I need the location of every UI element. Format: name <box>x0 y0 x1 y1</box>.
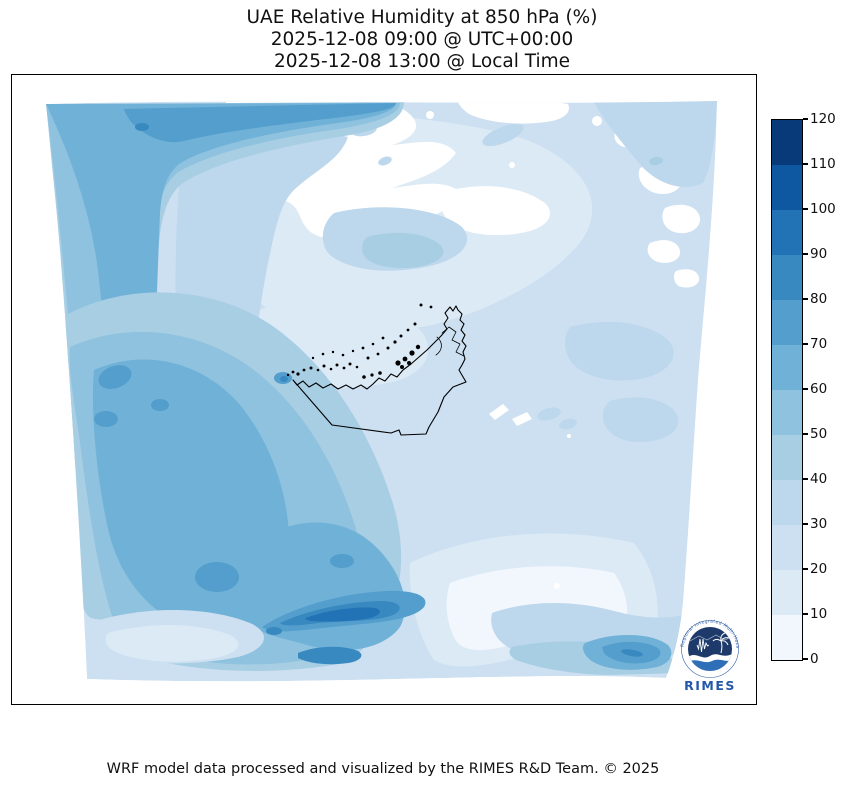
colorbar-segment <box>772 255 802 300</box>
footer-credit: WRF model data processed and visualized … <box>106 761 660 777</box>
colorbar-segment <box>772 390 802 435</box>
colorbar-tick-label: 0 <box>810 650 819 667</box>
bottom-left-pale-bands <box>92 609 264 664</box>
colorbar-tick-label: 30 <box>810 515 828 532</box>
high-rh-spots <box>94 365 354 592</box>
colorbar-tick-mark <box>802 388 808 390</box>
colorbar-segment <box>772 120 802 165</box>
colorbar-tick-label: 100 <box>810 200 836 217</box>
colorbar-segment <box>772 615 802 660</box>
east-side-patches <box>489 321 679 443</box>
bottom-dark-streaks <box>262 590 426 665</box>
colorbar-tick-mark <box>802 658 808 660</box>
colorbar-segment <box>772 345 802 390</box>
colorbar-tick-label: 80 <box>810 290 828 307</box>
colorbar-tick-mark <box>802 478 808 480</box>
bottom-right-streak <box>582 634 672 670</box>
colorbar-tick-mark <box>802 208 808 210</box>
colorbar-segment <box>772 435 802 480</box>
colorbar-tick-label: 70 <box>810 335 828 352</box>
colorbar-tick-label: 40 <box>810 470 828 487</box>
chart-subtitle-local: 2025-12-08 13:00 @ Local Time <box>273 51 571 72</box>
title-block: UAE Relative Humidity at 850 hPa (%) 202… <box>0 7 844 73</box>
colorbar-tick-mark <box>802 523 808 525</box>
colorbar-tick-label: 90 <box>810 245 828 262</box>
chart-title: UAE Relative Humidity at 850 hPa (%) <box>246 7 598 28</box>
colorbar-tick-mark <box>802 118 808 120</box>
colorbar-tick-mark <box>802 163 808 165</box>
southwest-moist-region <box>64 292 405 671</box>
colorbar-segment <box>772 300 802 345</box>
colorbar-segment <box>772 210 802 255</box>
colorbar-tick-label: 20 <box>810 560 828 577</box>
uae-boundary-outline <box>292 305 467 436</box>
colorbar-tick-mark <box>802 433 808 435</box>
colorbar-tick-label: 50 <box>810 425 828 442</box>
colorbar-tick-label: 110 <box>810 155 836 172</box>
colorbar-tick-mark <box>802 298 808 300</box>
colorbar-tick-label: 60 <box>810 380 828 397</box>
colorbar-segment <box>772 480 802 525</box>
colorbar-segment <box>772 570 802 615</box>
southeast-dry-wedge <box>409 434 698 675</box>
colorbar-tick-mark <box>802 613 808 615</box>
colorbar <box>771 119 803 661</box>
humidity-map: Regional Integrated Multi-Hazard Early W… <box>46 101 741 693</box>
palm-tree-icon <box>712 632 730 654</box>
map-frame: Regional Integrated Multi-Hazard Early W… <box>11 74 757 705</box>
logo-wordmark: RIMES <box>684 678 736 693</box>
colorbar-segment <box>772 525 802 570</box>
chart-subtitle-utc: 2025-12-08 09:00 @ UTC+00:00 <box>270 29 574 50</box>
colorbar-tick-mark <box>802 253 808 255</box>
logo-emblem <box>688 627 732 671</box>
rimes-logo: Regional Integrated Multi-Hazard Early W… <box>679 618 741 693</box>
colorbar-tick-mark <box>802 568 808 570</box>
colorbar-tick-mark <box>802 343 808 345</box>
seismograph-icon <box>696 638 710 653</box>
humidity-contour-field <box>46 101 717 682</box>
colorbar-segment <box>772 165 802 210</box>
colorbar-tick-label: 10 <box>810 605 828 622</box>
uae-island-dots <box>286 303 433 379</box>
colorbar-tick-label: 120 <box>810 110 836 127</box>
